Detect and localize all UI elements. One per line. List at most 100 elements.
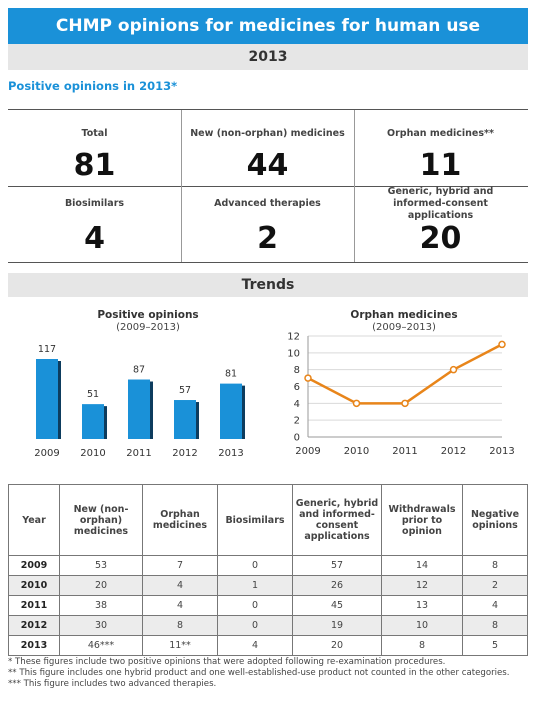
table-cell: 2013 xyxy=(8,635,60,656)
table-cell: 57 xyxy=(292,555,382,576)
table-row: 2010 20 4 1 26 12 2 xyxy=(8,575,528,596)
table-cell: 2009 xyxy=(8,555,60,576)
bar-category-label: 2012 xyxy=(172,448,197,459)
stat-label: Total xyxy=(81,128,108,139)
table-header-row: Year New (non-orphan) medicines Orphan m… xyxy=(8,484,528,556)
column-header: New (non-orphan) medicines xyxy=(59,484,143,556)
data-point xyxy=(401,399,409,408)
data-point xyxy=(352,399,361,408)
y-tick-label: 10 xyxy=(287,348,300,359)
table-row: 2011 38 4 0 45 13 4 xyxy=(8,595,528,616)
bar-chart-subtitle: (2009–2013) xyxy=(116,322,180,333)
bar xyxy=(82,404,104,439)
table-row: 2009 53 7 0 57 14 8 xyxy=(8,555,528,576)
bar xyxy=(174,400,196,439)
y-tick-label: 8 xyxy=(294,365,300,376)
table-cell: 0 xyxy=(217,555,293,576)
stats-divider-col-1 xyxy=(181,110,182,262)
table-row: 2012 30 8 0 19 10 8 xyxy=(8,615,528,636)
bar xyxy=(220,383,242,439)
y-tick-label: 2 xyxy=(294,416,300,427)
stat-label: Orphan medicines** xyxy=(387,128,494,139)
x-tick-label: 2013 xyxy=(489,446,514,457)
y-tick-label: 4 xyxy=(294,399,300,410)
stat-value: 4 xyxy=(84,221,105,256)
bar-data-label: 87 xyxy=(133,365,145,376)
y-tick-label: 12 xyxy=(287,332,300,343)
column-header: Withdrawals prior to opinion xyxy=(381,484,463,556)
bar-data-label: 51 xyxy=(87,389,99,400)
footnote: ** This figure includes one hybrid produ… xyxy=(8,668,510,678)
stat-label: New (non-orphan) medicines xyxy=(190,128,345,139)
column-header: Biosimilars xyxy=(217,484,293,556)
column-header: Generic, hybrid and informed-consent app… xyxy=(292,484,382,556)
table-cell: 2 xyxy=(462,575,528,596)
orphan-medicines-chart: Orphan medicines (2009–2013) 0 2 4 6 8 10 12 20… xyxy=(287,309,514,457)
table-cell: 38 xyxy=(59,595,143,616)
table-cell: 2011 xyxy=(8,595,60,616)
table-cell: 13 xyxy=(381,595,463,616)
table-cell: 8 xyxy=(381,635,463,656)
positive-opinions-heading: Positive opinions in 2013* xyxy=(8,79,178,93)
table-cell: 14 xyxy=(381,555,463,576)
stat-value: 2 xyxy=(257,221,278,256)
table-cell: 5 xyxy=(462,635,528,656)
x-tick-label: 2011 xyxy=(392,446,417,457)
stat-orphan-medicines: Orphan medicines** 11 xyxy=(354,122,527,183)
table-cell: 11** xyxy=(142,635,218,656)
table-cell: 26 xyxy=(292,575,382,596)
footnotes: * These figures include two positive opi… xyxy=(8,657,510,690)
data-point xyxy=(498,340,506,349)
footnote: * These figures include two positive opi… xyxy=(8,657,446,667)
bar-category-label: 2010 xyxy=(80,448,105,459)
x-tick-label: 2009 xyxy=(295,446,320,457)
table-cell: 4 xyxy=(462,595,528,616)
table-cell: 45 xyxy=(292,595,382,616)
page-title: CHMP opinions for medicines for human us… xyxy=(8,8,528,44)
stat-value: 20 xyxy=(419,221,462,256)
trends-banner: Trends xyxy=(8,273,528,297)
stats-divider-row xyxy=(8,186,528,187)
stat-new-medicines: New (non-orphan) medicines 44 xyxy=(181,122,354,183)
column-header: Orphan medicines xyxy=(142,484,218,556)
positive-opinions-chart: Positive opinions (2009–2013) 117 2009 51 2… xyxy=(34,309,245,459)
table-cell: 2012 xyxy=(8,615,60,636)
bar-data-label: 117 xyxy=(38,344,56,355)
bar-category-label: 2013 xyxy=(218,448,243,459)
table-cell: 2010 xyxy=(8,575,60,596)
stats-divider-col-2 xyxy=(354,110,355,262)
year-banner: 2013 xyxy=(8,44,528,70)
table-cell: 8 xyxy=(462,615,528,636)
table-cell: 0 xyxy=(217,595,293,616)
x-tick-label: 2012 xyxy=(441,446,466,457)
table-cell: 7 xyxy=(142,555,218,576)
table-cell: 4 xyxy=(142,575,218,596)
x-tick-label: 2010 xyxy=(344,446,369,457)
bar-data-label: 81 xyxy=(225,369,237,380)
stat-value: 81 xyxy=(73,148,116,183)
table-cell: 12 xyxy=(381,575,463,596)
stat-label: Biosimilars xyxy=(64,198,125,209)
stat-label: Generic, hybrid and informed-consent app… xyxy=(387,186,494,221)
table-cell: 10 xyxy=(381,615,463,636)
footnote: *** This figure includes two advanced th… xyxy=(8,679,217,689)
stat-value: 11 xyxy=(419,148,462,183)
stat-total: Total 81 xyxy=(8,122,181,183)
y-tick-label: 6 xyxy=(294,382,300,393)
stat-label: Advanced therapies xyxy=(214,198,321,209)
table-cell: 53 xyxy=(59,555,143,576)
table-cell: 0 xyxy=(217,615,293,636)
bar xyxy=(36,359,58,439)
table-cell: 8 xyxy=(142,615,218,636)
stat-generic-hybrid: Generic, hybrid and informed-consent app… xyxy=(354,186,527,256)
line-chart-title: Orphan medicines xyxy=(350,309,457,321)
table-row: 2013 46*** 11** 4 20 8 5 xyxy=(8,635,528,656)
table-cell: 19 xyxy=(292,615,382,636)
opinions-table: Year New (non-orphan) medicines Orphan m… xyxy=(8,484,528,656)
table-cell: 46*** xyxy=(59,635,143,656)
table-cell: 30 xyxy=(59,615,143,636)
column-header: Negative opinions xyxy=(462,484,528,556)
table-cell: 1 xyxy=(217,575,293,596)
y-tick-label: 0 xyxy=(294,433,300,444)
bar xyxy=(128,379,150,439)
